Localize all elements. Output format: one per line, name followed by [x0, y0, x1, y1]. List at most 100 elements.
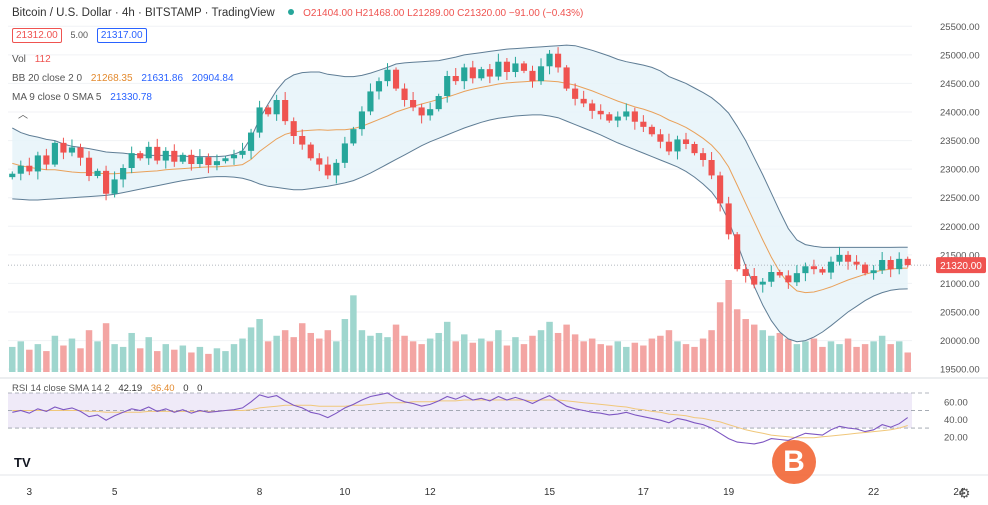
candle-body	[717, 175, 724, 204]
bb-legend[interactable]: BB 20 close 2 0 21268.35 21631.86 20904.…	[12, 73, 240, 84]
volume-bar	[648, 338, 656, 372]
volume-bar	[350, 295, 357, 372]
candle-body	[665, 141, 673, 152]
volume-bar	[179, 345, 187, 372]
price-axis-label: 21500.00	[940, 250, 980, 261]
volume-bar	[520, 344, 528, 372]
volume-bar	[188, 352, 195, 372]
volume-bar	[827, 341, 835, 372]
candle-body	[230, 154, 238, 159]
volume-bar	[631, 342, 639, 372]
volume-bar	[563, 324, 570, 372]
candle-body	[520, 63, 528, 71]
rsi-legend[interactable]: RSI 14 close SMA 14 2 42.19 36.40 0 0	[12, 383, 208, 394]
rsi-pane	[8, 392, 932, 445]
gear-icon[interactable]: ⚙	[958, 485, 971, 501]
sell-price-button[interactable]: 21312.00	[12, 28, 62, 43]
candle-body	[827, 261, 835, 273]
candle-body	[793, 273, 800, 283]
collapse-legend-button[interactable]: ︿	[13, 108, 33, 124]
volume-bar	[537, 330, 545, 372]
volume-bar	[17, 341, 25, 372]
volume-bar	[162, 344, 170, 372]
candle-body	[273, 100, 280, 115]
candle-body	[614, 116, 621, 121]
volume-bar	[588, 338, 596, 372]
volume-bar	[247, 327, 255, 372]
time-axis-label: 10	[339, 487, 351, 498]
volume-bar	[546, 321, 553, 372]
volume-bar	[333, 341, 340, 372]
volume-bar	[409, 341, 417, 372]
time-axis-label: 24	[953, 487, 965, 498]
price-axis-label: 20000.00	[940, 336, 980, 347]
time-axis-label: 15	[544, 487, 556, 498]
volume-bar	[495, 330, 502, 372]
ma-legend[interactable]: MA 9 close 0 SMA 5 21330.78	[12, 92, 158, 103]
candle-body	[563, 67, 570, 89]
time-axis-label: 19	[723, 487, 735, 498]
candle-body	[444, 76, 451, 96]
time-axis-label: 22	[868, 487, 880, 498]
volume-bar	[742, 319, 749, 372]
candle-body	[333, 162, 340, 176]
candle-body	[247, 132, 255, 151]
volume-bar	[26, 349, 33, 372]
volume-bar	[316, 338, 323, 372]
candle-body	[537, 66, 545, 82]
rsi-axis-label: 40.00	[944, 415, 968, 426]
volume-bar	[529, 335, 536, 372]
candle-body	[111, 179, 118, 194]
volume-bar	[222, 351, 229, 372]
time-axis-label: 17	[638, 487, 650, 498]
candle-body	[188, 154, 195, 164]
volume-bar	[341, 319, 349, 372]
candle-body	[375, 81, 383, 92]
volume-bar	[606, 345, 613, 372]
interval-label[interactable]: 4h	[121, 7, 135, 19]
chevron-up-icon: ︿	[18, 110, 28, 121]
candle-body	[43, 155, 50, 165]
axes: 19500.00 20000.00 20500.00 21000.00 21500.00…	[0, 22, 988, 498]
bb-basis-value: 21268.35	[90, 73, 133, 84]
volume-bar	[281, 330, 289, 372]
volume-bar	[708, 330, 715, 372]
volume-bar	[512, 337, 519, 372]
candle-body	[896, 258, 903, 270]
time-axis-label: 5	[112, 487, 118, 498]
candles	[8, 47, 932, 293]
candle-body	[341, 143, 348, 163]
volume-bar	[725, 280, 732, 372]
volume-bar	[819, 346, 826, 372]
volume-bar	[443, 321, 451, 372]
volume-bar	[60, 345, 67, 372]
candle-body	[802, 266, 809, 274]
candle-body	[26, 165, 33, 172]
volume-bar	[716, 302, 724, 372]
candle-body	[572, 88, 579, 99]
candle-body	[503, 61, 510, 72]
time-axis-label: 12	[425, 487, 437, 498]
bitcoin-watermark-icon: B	[772, 440, 816, 484]
tradingview-logo-icon[interactable]: TV	[14, 455, 31, 470]
buy-price-button[interactable]: 21317.00	[96, 28, 147, 43]
price-axis-label: 25500.00	[940, 22, 980, 33]
candle-body	[512, 63, 519, 72]
volume-bar	[461, 334, 468, 372]
candle-body	[213, 161, 221, 166]
volume-bar	[699, 338, 707, 372]
volume-bar	[239, 338, 246, 372]
symbol-name[interactable]: Bitcoin / U.S. Dollar	[12, 7, 112, 19]
volume-bar	[887, 344, 894, 372]
volume-bar	[614, 341, 622, 372]
volume-bar	[623, 346, 630, 372]
price-axis-label: 22500.00	[940, 193, 980, 204]
volume-bar	[171, 349, 178, 372]
candle-body	[68, 147, 76, 153]
candle-body	[85, 157, 93, 176]
volume-legend[interactable]: Vol 112	[12, 54, 51, 65]
candle-body	[452, 76, 459, 82]
volume-bar	[870, 341, 877, 372]
candle-body	[410, 100, 417, 108]
volume-bar	[802, 341, 809, 372]
